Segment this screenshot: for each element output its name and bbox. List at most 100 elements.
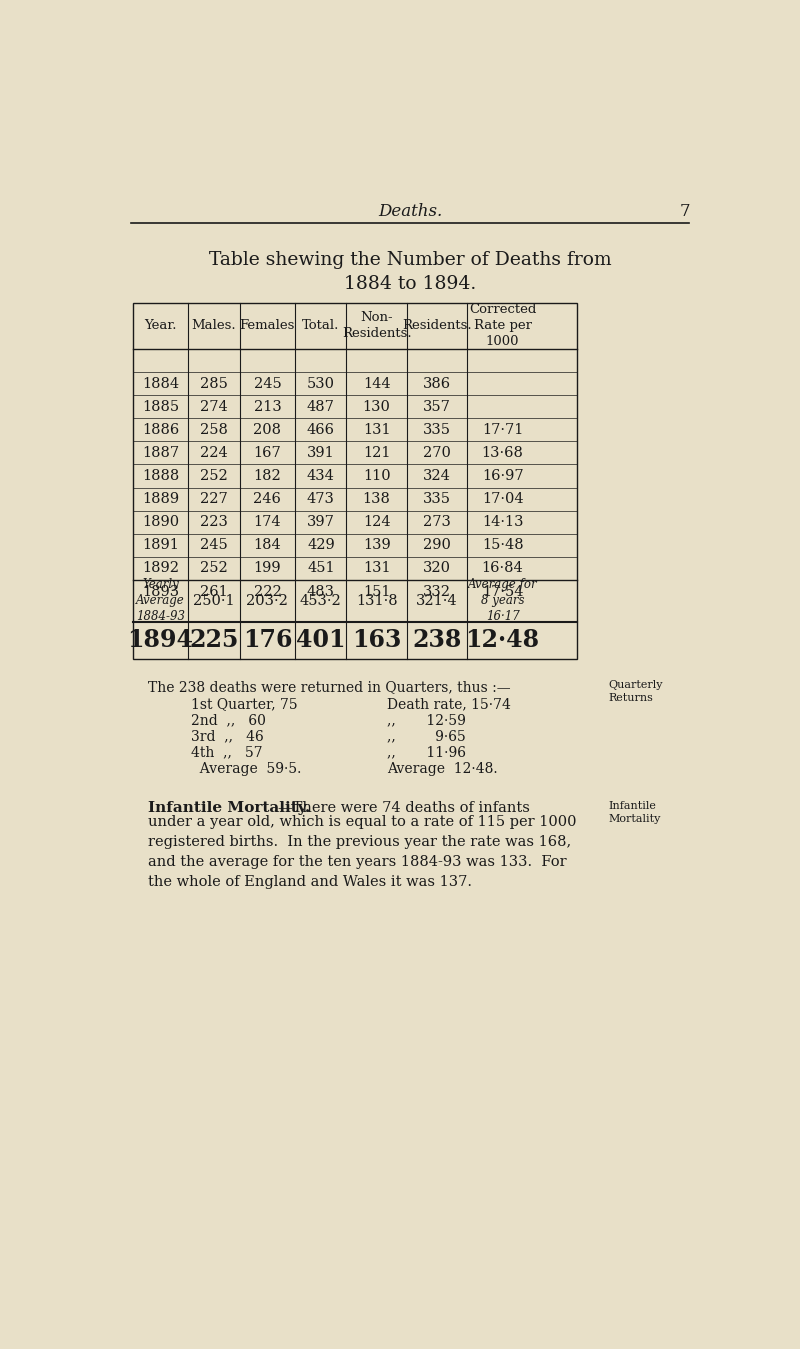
Text: 176: 176 [242, 629, 292, 652]
Text: 131: 131 [363, 422, 390, 437]
Text: 252: 252 [200, 561, 228, 576]
Text: 357: 357 [423, 399, 451, 414]
Text: 184: 184 [254, 538, 282, 552]
Text: Yearly
Average
1884-93: Yearly Average 1884-93 [136, 579, 185, 623]
Text: 386: 386 [423, 376, 451, 391]
Text: 163: 163 [352, 629, 402, 652]
Text: 17·54: 17·54 [482, 584, 523, 599]
Text: 250·1: 250·1 [193, 594, 234, 608]
Text: 335: 335 [423, 492, 451, 506]
Text: 138: 138 [362, 492, 390, 506]
Text: 401: 401 [296, 629, 346, 652]
Text: 451: 451 [307, 561, 334, 576]
Text: 1885: 1885 [142, 399, 179, 414]
Text: Average  12·48.: Average 12·48. [386, 762, 498, 776]
Text: 245: 245 [254, 376, 282, 391]
Text: 238: 238 [413, 629, 462, 652]
Text: 110: 110 [363, 469, 390, 483]
Text: 124: 124 [363, 515, 390, 529]
Text: 320: 320 [423, 561, 451, 576]
Text: 429: 429 [307, 538, 334, 552]
Text: Death rate, 15·74: Death rate, 15·74 [386, 697, 510, 711]
Text: 487: 487 [307, 399, 335, 414]
Text: 15·48: 15·48 [482, 538, 523, 552]
Text: 224: 224 [200, 447, 228, 460]
Text: under a year old, which is equal to a rate of 115 per 1000
registered births.  I: under a year old, which is equal to a ra… [148, 815, 577, 889]
Text: 13·68: 13·68 [482, 447, 523, 460]
Text: 1894: 1894 [127, 629, 194, 652]
Text: 473: 473 [307, 492, 335, 506]
Text: 1892: 1892 [142, 561, 179, 576]
Text: Average  59·5.: Average 59·5. [191, 762, 302, 776]
Text: 397: 397 [307, 515, 335, 529]
Text: Year.: Year. [144, 320, 177, 332]
Text: 252: 252 [200, 469, 228, 483]
Text: 335: 335 [423, 422, 451, 437]
Text: 1893: 1893 [142, 584, 179, 599]
Text: Total.: Total. [302, 320, 339, 332]
Text: 453·2: 453·2 [300, 594, 342, 608]
Text: 246: 246 [254, 492, 282, 506]
Text: 4th  ,,   57: 4th ,, 57 [191, 746, 263, 759]
Text: 131: 131 [363, 561, 390, 576]
Text: 16·97: 16·97 [482, 469, 523, 483]
Text: Corrected
Rate per
1000: Corrected Rate per 1000 [469, 304, 536, 348]
Text: 258: 258 [200, 422, 228, 437]
Text: 2nd  ,,   60: 2nd ,, 60 [191, 714, 266, 727]
Text: 1890: 1890 [142, 515, 179, 529]
Text: 14·13: 14·13 [482, 515, 523, 529]
Text: The 238 deaths were returned in Quarters, thus :—: The 238 deaths were returned in Quarters… [148, 680, 510, 695]
Text: 208: 208 [254, 422, 282, 437]
Text: 17·04: 17·04 [482, 492, 523, 506]
Text: ,,       12·59: ,, 12·59 [386, 714, 466, 727]
Text: Males.: Males. [192, 320, 236, 332]
Text: 7: 7 [680, 204, 690, 220]
Text: Quarterly
Returns: Quarterly Returns [609, 680, 663, 703]
Text: Average for
8 years
16·17: Average for 8 years 16·17 [468, 579, 538, 623]
Text: 1884 to 1894.: 1884 to 1894. [344, 275, 476, 293]
Text: 3rd  ,,   46: 3rd ,, 46 [191, 730, 264, 743]
Text: Residents.: Residents. [402, 320, 472, 332]
Text: Table shewing the Number of Deaths from: Table shewing the Number of Deaths from [209, 251, 611, 270]
Text: 17·71: 17·71 [482, 422, 523, 437]
Text: Non-
Residents.: Non- Residents. [342, 312, 411, 340]
Text: 245: 245 [200, 538, 228, 552]
Text: 466: 466 [307, 422, 335, 437]
Text: 144: 144 [363, 376, 390, 391]
Bar [133, 302, 577, 658]
Text: ,,       11·96: ,, 11·96 [386, 746, 466, 759]
Text: 1886: 1886 [142, 422, 179, 437]
Text: 182: 182 [254, 469, 282, 483]
Text: 285: 285 [200, 376, 228, 391]
Text: 131·8: 131·8 [356, 594, 398, 608]
Text: ,,         9·65: ,, 9·65 [386, 730, 466, 743]
Text: 483: 483 [307, 584, 335, 599]
Text: 222: 222 [254, 584, 282, 599]
Text: —There were 74 deaths of infants: —There were 74 deaths of infants [278, 801, 530, 815]
Text: 1st Quarter, 75: 1st Quarter, 75 [191, 697, 298, 711]
Text: 174: 174 [254, 515, 282, 529]
Text: 530: 530 [307, 376, 335, 391]
Text: Females: Females [240, 320, 295, 332]
Text: 1887: 1887 [142, 447, 179, 460]
Text: 121: 121 [363, 447, 390, 460]
Text: 203·2: 203·2 [246, 594, 288, 608]
Text: 130: 130 [362, 399, 390, 414]
Text: 225: 225 [190, 629, 238, 652]
Text: 332: 332 [423, 584, 451, 599]
Text: 261: 261 [200, 584, 228, 599]
Text: 1884: 1884 [142, 376, 179, 391]
Text: 1891: 1891 [142, 538, 179, 552]
Text: 213: 213 [254, 399, 282, 414]
Text: Infantile Mortality.: Infantile Mortality. [148, 801, 310, 815]
Text: 434: 434 [307, 469, 335, 483]
Text: Infantile
Mortality: Infantile Mortality [609, 801, 661, 824]
Text: 290: 290 [423, 538, 451, 552]
Text: 270: 270 [423, 447, 451, 460]
Text: 223: 223 [200, 515, 228, 529]
Text: 16·84: 16·84 [482, 561, 523, 576]
Text: 274: 274 [200, 399, 228, 414]
Text: 273: 273 [423, 515, 451, 529]
Text: 199: 199 [254, 561, 282, 576]
Text: 1888: 1888 [142, 469, 179, 483]
